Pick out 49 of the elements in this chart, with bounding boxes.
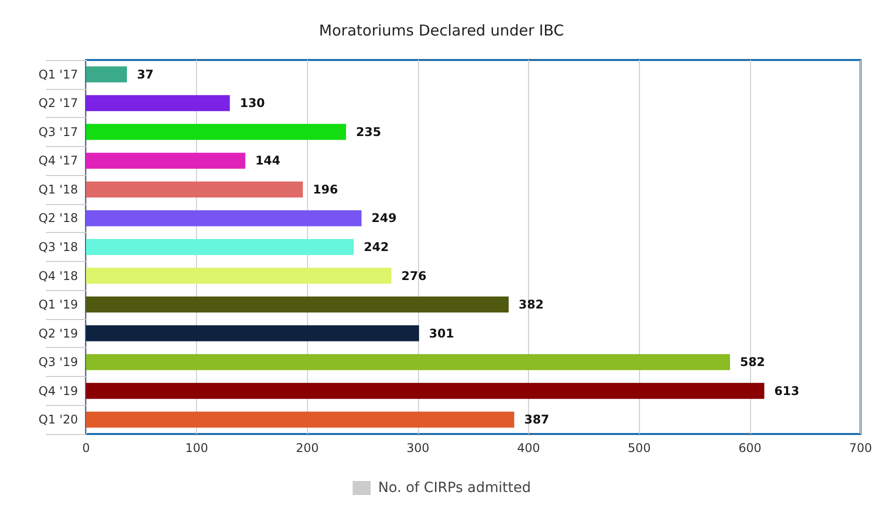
y-tick-label: Q1 '19 bbox=[38, 298, 78, 312]
data-label: 249 bbox=[372, 211, 397, 226]
data-label: 276 bbox=[401, 268, 426, 283]
bar bbox=[86, 296, 509, 313]
y-tick-label: Q2 '18 bbox=[38, 211, 78, 226]
x-tick-label: 100 bbox=[185, 441, 208, 455]
data-label: 382 bbox=[518, 298, 544, 312]
bar bbox=[86, 268, 392, 284]
bar bbox=[86, 325, 420, 342]
bar bbox=[86, 152, 246, 169]
x-tick-label: 0 bbox=[82, 441, 90, 455]
y-tick-label: Q4 '17 bbox=[38, 154, 78, 168]
data-label: 613 bbox=[774, 384, 800, 398]
y-tick-label: Q4 '19 bbox=[38, 384, 78, 398]
y-tick-label: Q1 '20 bbox=[38, 412, 78, 427]
chart-title: Moratoriums Declared under IBC bbox=[319, 22, 564, 40]
bar bbox=[86, 239, 354, 255]
data-label: 235 bbox=[356, 124, 382, 139]
bar bbox=[86, 66, 127, 82]
x-tick-label: 600 bbox=[738, 441, 762, 455]
x-tick-label: 700 bbox=[849, 441, 872, 455]
y-tick-label: Q3 '17 bbox=[38, 124, 78, 139]
data-label: 387 bbox=[524, 412, 550, 427]
data-label: 130 bbox=[240, 96, 265, 110]
x-tick-label: 200 bbox=[296, 441, 319, 455]
bar bbox=[86, 412, 514, 428]
y-tick-label: Q2 '17 bbox=[38, 96, 78, 110]
y-tick-label: Q4 '18 bbox=[38, 268, 78, 283]
y-tick-label: Q3 '18 bbox=[38, 240, 78, 254]
data-label: 301 bbox=[429, 326, 454, 340]
bar bbox=[86, 181, 303, 198]
x-tick-label: 400 bbox=[517, 441, 540, 455]
data-label: 242 bbox=[364, 240, 389, 254]
bar bbox=[86, 210, 362, 226]
bar bbox=[86, 95, 230, 112]
y-tick-label: Q2 '19 bbox=[38, 326, 78, 340]
text: No. of CIRPs admitted bbox=[378, 480, 531, 496]
data-label: 582 bbox=[740, 355, 766, 370]
y-tick-label: Q3 '19 bbox=[38, 355, 78, 370]
bar bbox=[86, 354, 730, 370]
data-label: 144 bbox=[255, 154, 280, 168]
bar bbox=[86, 124, 346, 140]
x-tick-label: 300 bbox=[406, 441, 430, 455]
y-tick-label: Q1 '18 bbox=[38, 182, 78, 196]
data-label: 37 bbox=[136, 67, 154, 82]
x-tick-label: 500 bbox=[628, 441, 651, 455]
data-label: 196 bbox=[312, 182, 338, 196]
y-tick-label: Q1 '17 bbox=[38, 67, 78, 82]
bar bbox=[86, 382, 764, 399]
